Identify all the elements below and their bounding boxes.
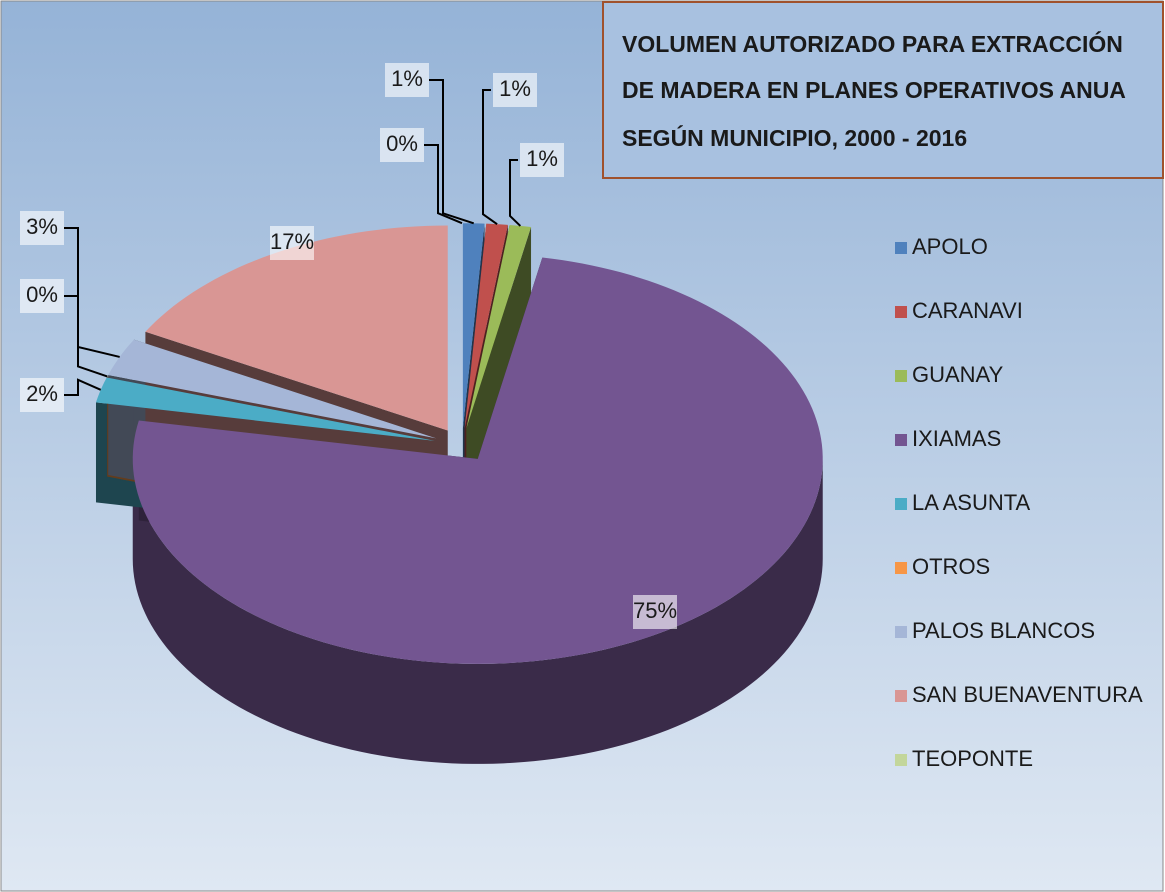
legend-label: APOLO [912,234,988,259]
leader-line [429,79,475,225]
legend-swatch [895,434,907,446]
slice [466,225,532,429]
legend-swatch [895,562,907,574]
value-label: 75% [633,598,677,623]
title-line: DE MADERA EN PLANES OPERATIVOS ANUA [622,77,1126,103]
leader-line [64,227,120,358]
leader-line [64,378,102,396]
value-label: 17% [270,229,314,254]
value-label: 1% [526,146,558,171]
legend-label: OTROS [912,554,990,579]
legend-label: CARANAVI [912,298,1023,323]
slice [462,223,485,429]
leader-line [482,89,498,226]
value-label: 0% [26,282,58,307]
title-box [602,1,1164,179]
slice [132,257,823,664]
legend-swatch [895,306,907,318]
legend-swatch [895,370,907,382]
legend-label: IXIAMAS [912,426,1001,451]
leader-line [509,159,522,227]
value-label: 3% [26,214,58,239]
title-line: SEGÚN MUNICIPIO, 2000 - 2016 [622,124,967,151]
slice [464,223,508,429]
value-label-box [20,378,64,412]
value-label-box [633,595,677,629]
legend-swatch [895,626,907,638]
legend-label: PALOS BLANCOS [912,618,1095,643]
legend-label: GUANAY [912,362,1004,387]
value-label-box [385,63,429,97]
value-label-box [380,128,424,162]
legend-swatch [895,690,907,702]
value-label-box [20,211,64,245]
slice-side [132,458,823,764]
value-label: 1% [391,66,423,91]
legend-label: LA ASUNTA [912,490,1031,515]
slice [95,377,435,441]
title-line: VOLUMEN AUTORIZADO PARA EXTRACCIÓN [622,30,1123,57]
value-label-box [493,73,537,107]
legend-swatch [895,498,907,510]
leader-line [424,144,463,225]
value-label: 2% [26,381,58,406]
legend-swatch [895,754,907,766]
slice [145,225,448,431]
title: VOLUMEN AUTORIZADO PARA EXTRACCIÓN DE MA… [622,30,1126,151]
value-label: 1% [499,76,531,101]
slice [108,339,437,439]
value-label: 0% [386,131,418,156]
legend-label: TEOPONTE [912,746,1033,771]
value-label-box [520,143,564,177]
legend-label: SAN BUENAVENTURA [912,682,1143,707]
legend-swatch [895,242,907,254]
value-label-box [20,279,64,313]
value-label-box [270,226,314,260]
